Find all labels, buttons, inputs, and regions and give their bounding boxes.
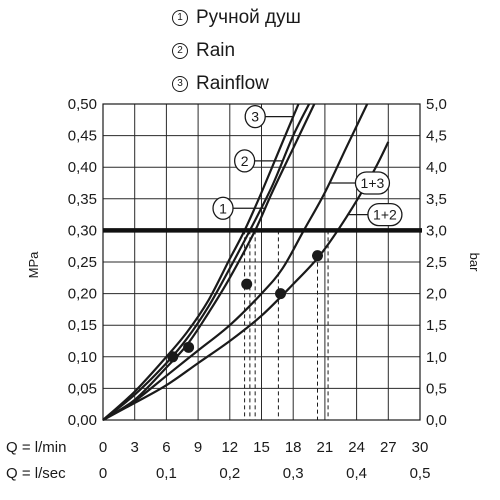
legend-label: Ручной душ [196,7,301,28]
legend-item: 3 Rainflow [172,70,269,98]
curve-label-badge [233,149,256,173]
y-tick-label-right: 5,0 [426,96,447,113]
data-point [167,351,179,363]
legend-item: 1 Ручной душ [172,4,301,32]
x-tick-label-sec: 0 [99,465,107,482]
x-tick-label: 12 [221,439,238,456]
curve-label-badge [244,104,266,129]
y-tick-label-left: 0,05 [68,380,97,397]
y-tick-label-left: 0,00 [68,412,97,429]
y-tick-label-right: 1,5 [426,317,447,334]
x-tick-label: 9 [194,439,202,456]
legend-item: 2 Rain [172,37,235,65]
data-point [241,278,253,290]
x-tick-label-sec: 0,4 [346,465,367,482]
y-tick-label-right: 2,0 [426,286,447,303]
x-tick-label: 0 [99,439,107,456]
x-tick-label-sec: 0,2 [219,465,240,482]
y-tick-label-right: 4,0 [426,159,447,176]
points [167,250,324,363]
y-tick-label-left: 0,25 [68,254,97,271]
curve-label: 1 [219,200,227,216]
curves [102,103,390,421]
y-tick-label-left: 0,10 [68,349,97,366]
x-tick-label: 27 [380,439,397,456]
tick-labels: 0 3 6 9 12 15 18 21 24 27 300 0,1 0,2 0,3 0,4 0,50,000,… [68,96,447,482]
y-tick-label-left: 0,45 [68,128,97,145]
curve-label-badge [367,202,403,227]
y-tick-label-right: 4,5 [426,128,447,145]
y-tick-label-left: 0,20 [68,286,97,303]
x-tick-label-sec: 0,3 [283,465,304,482]
data-point [183,341,195,353]
x-tick-label: 24 [348,439,365,456]
x-tick-label: 18 [285,439,302,456]
x-tick-label: 3 [131,439,139,456]
series-line [102,103,316,421]
curve-label: 1+3 [361,175,385,191]
y-tick-label-right: 0,0 [426,412,447,429]
y-tick-label-left: 0,15 [68,317,97,334]
y-tick-label-right: 0,5 [426,380,447,397]
legend-marker: 1 [172,10,188,26]
curve-labels: 3 2 1 1+3 1+2 [212,104,403,227]
legend-marker: 2 [172,43,188,59]
y-tick-label-left: 0,35 [68,191,97,208]
x-tick-label: 30 [412,439,429,456]
y-tick-label-right: 2,5 [426,254,447,271]
plot-frame [102,103,421,421]
data-point [275,288,287,300]
legend-label: Rain [196,40,236,61]
y-tick-label-left: 0,40 [68,159,97,176]
y-tick-label-right: 3,0 [426,222,447,239]
data-point [312,250,324,262]
x-tick-label: 21 [317,439,334,456]
series-line [102,103,311,421]
series-line [102,103,300,421]
y-tick-label-left: 0,50 [68,96,97,113]
x-tick-label: 6 [162,439,170,456]
y-tick-label-right: 1,0 [426,349,447,366]
series-line [102,141,390,421]
curve-label: 1+2 [373,207,397,223]
series-line [102,103,369,421]
legend-label: Rainflow [196,73,269,94]
x-tick-label-sec: 0,5 [410,465,431,482]
curve-label-badge [354,171,391,195]
legend-marker: 3 [172,76,188,92]
curve-label: 3 [251,109,259,125]
x-tick-label: 15 [253,439,270,456]
y-tick-label-right: 3,5 [426,191,447,208]
y-tick-label-left: 0,30 [68,222,97,239]
x-tick-label-sec: 0,1 [156,465,177,482]
grid [102,103,421,421]
curve-label-badge [212,196,234,220]
dashed-drops [244,230,329,420]
x-axis-label-lsec: Q = l/sec [6,465,66,482]
x-axis-label-lmin: Q = l/min [6,439,66,456]
y-axis-right-label: bar [467,253,482,272]
curve-label: 2 [241,153,249,169]
y-axis-left-label: MPa [26,251,41,279]
